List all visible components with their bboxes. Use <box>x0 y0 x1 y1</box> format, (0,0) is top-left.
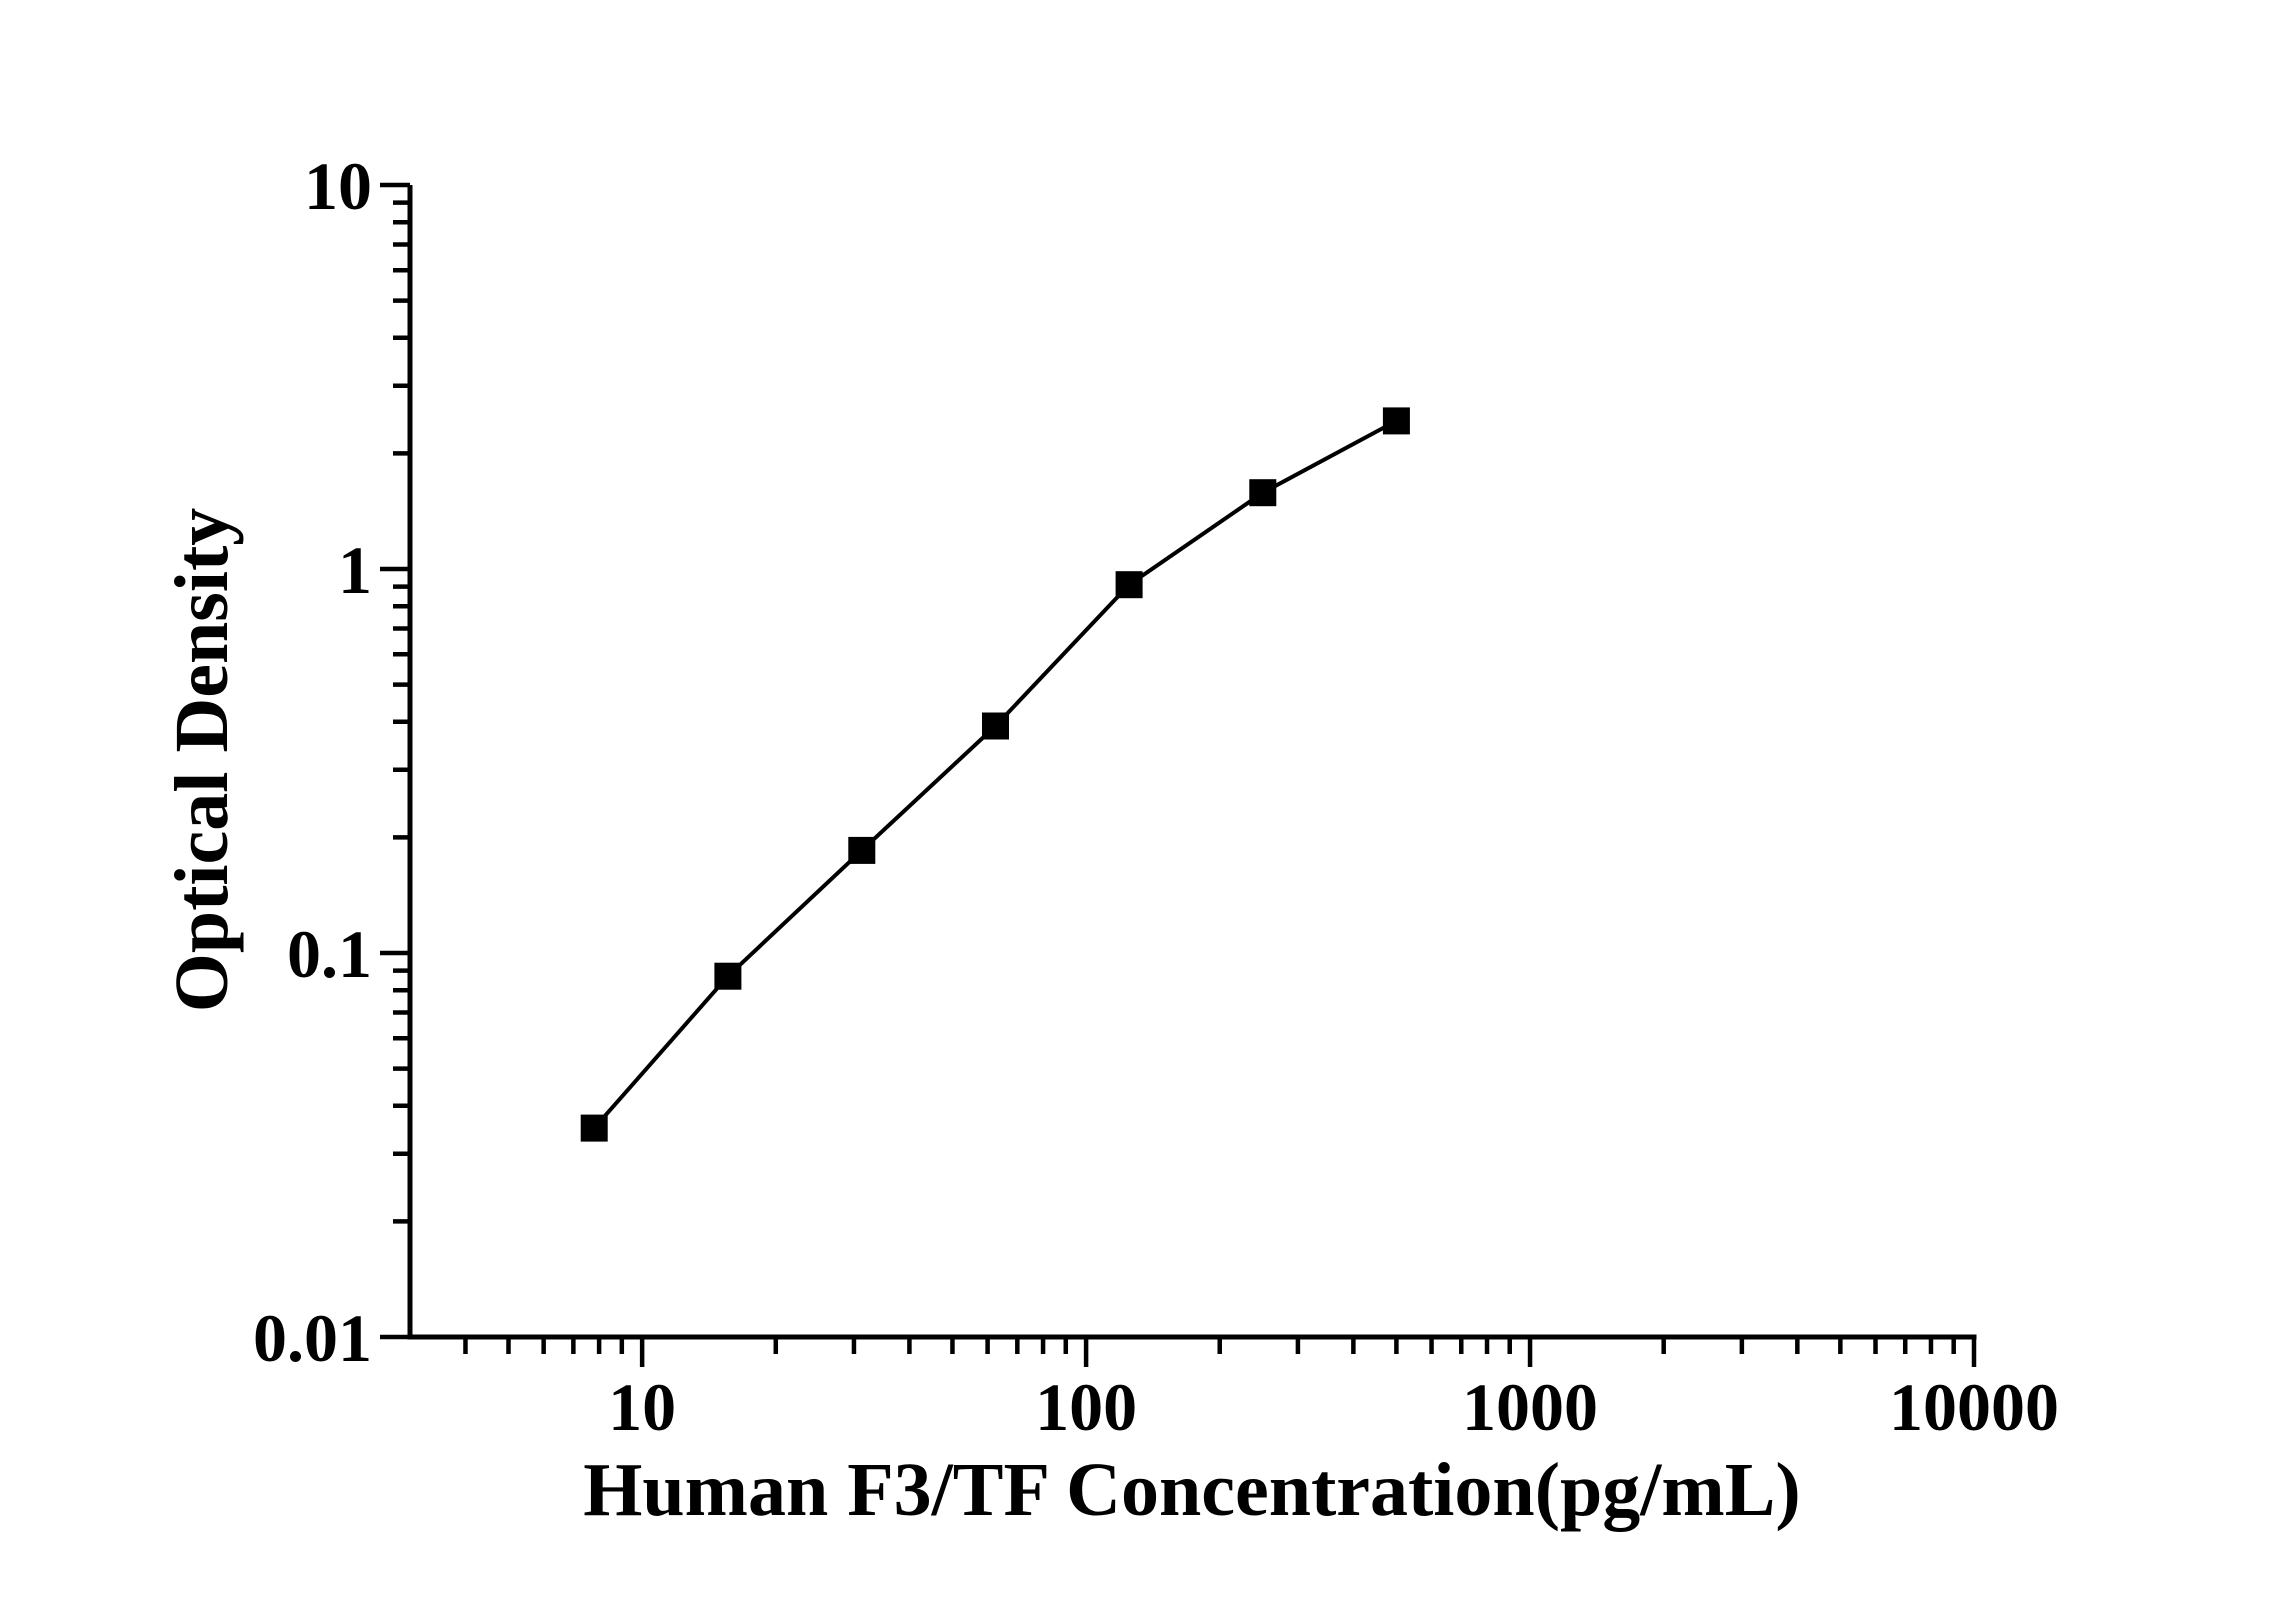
data-point-marker <box>1115 571 1143 599</box>
data-point-marker <box>982 712 1009 740</box>
data-point-marker <box>1382 407 1410 435</box>
standard-curve-line <box>592 419 1398 1130</box>
series-layer <box>580 407 1410 1142</box>
x-axis-title: Human F3/TF Concentration(pg/mL) <box>583 1448 1800 1532</box>
x-tick-label: 100 <box>1035 1369 1137 1445</box>
y-tick-label: 0.1 <box>287 916 372 992</box>
data-point-marker <box>1249 479 1277 507</box>
data-point-marker <box>580 1114 608 1142</box>
x-tick-label: 10 <box>608 1369 676 1445</box>
x-tick-label: 1000 <box>1462 1369 1598 1445</box>
y-tick-label: 0.01 <box>253 1300 372 1376</box>
x-tick-label: 10000 <box>1889 1369 2059 1445</box>
axes-layer: 10 100 1000 10000 0.01 0.1 1 10 <box>253 148 2059 1445</box>
data-point-marker <box>714 962 742 990</box>
y-tick-label: 1 <box>338 532 372 608</box>
y-axis-title: Optical Density <box>160 508 244 1013</box>
y-tick-label: 10 <box>304 148 372 224</box>
data-point-marker <box>848 836 876 864</box>
